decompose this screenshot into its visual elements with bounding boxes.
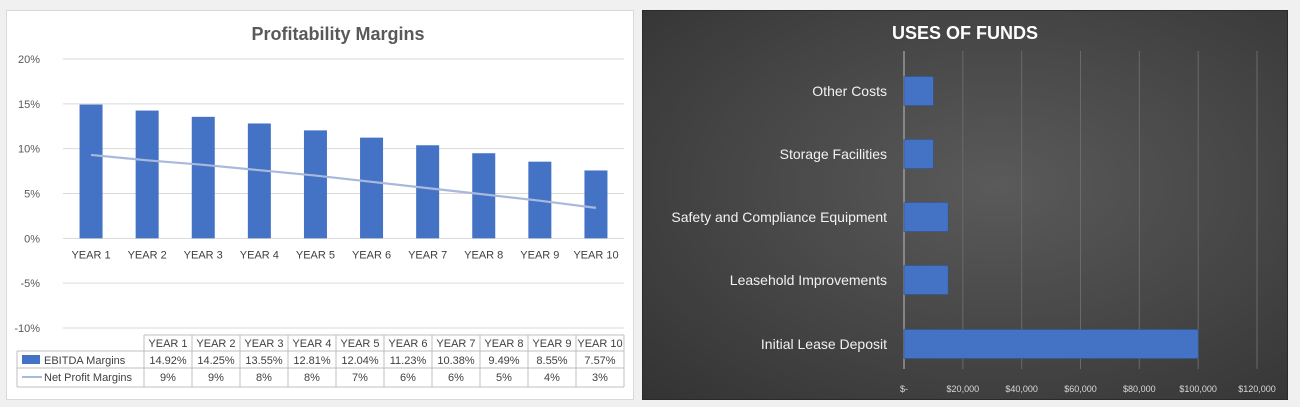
x-tick-label: $- (900, 384, 908, 394)
ebitda-value-cell: 12.04% (341, 355, 379, 367)
ebitda-bar (472, 153, 496, 239)
x-tick-label: YEAR 10 (573, 249, 618, 261)
category-label: Initial Lease Deposit (761, 336, 887, 352)
profitability-margins-chart: Profitability Margins 20% 15% 10% 5% 0% -5% -10… (6, 10, 634, 400)
x-tick-label: YEAR 2 (128, 249, 167, 261)
net-profit-line (90, 153, 597, 209)
category-label: Leasehold Improvements (730, 272, 887, 288)
ebitda-value-cell: 10.38% (437, 355, 475, 367)
ebitda-legend-key (22, 355, 40, 364)
uses-of-funds-bar (903, 265, 949, 295)
table-header-cell: YEAR 8 (484, 338, 523, 350)
net-profit-value-cell: 3% (592, 372, 608, 384)
table-header-cell: YEAR 10 (577, 338, 622, 350)
y-tick-label: 10% (18, 144, 40, 156)
table-header-cell: YEAR 9 (532, 338, 571, 350)
net-profit-value-cell: 5% (496, 372, 512, 384)
x-tick-label: $120,000 (1238, 384, 1276, 394)
uses-of-funds-bar (903, 76, 934, 106)
x-tick-label: YEAR 8 (464, 249, 503, 261)
net-profit-value-cell: 8% (256, 372, 272, 384)
ebitda-series-name: EBITDA Margins (44, 355, 126, 367)
net-profit-value-cell: 8% (304, 372, 320, 384)
ebitda-bar (191, 116, 215, 239)
table-header-cell: YEAR 2 (196, 338, 235, 350)
ebitda-value-cell: 8.55% (536, 355, 567, 367)
y-tick-label: 5% (24, 189, 40, 201)
x-tick-label: YEAR 5 (296, 249, 335, 261)
uses-of-funds-chart-svg: USES OF FUNDS $- $20,000 $40,000 $60,000 $80,… (671, 23, 1276, 394)
table-header-cell: YEAR 7 (436, 338, 475, 350)
ebitda-bar (584, 170, 608, 239)
uses-of-funds-bar (903, 329, 1199, 359)
y-tick-label: 15% (18, 99, 40, 111)
x-tick-label: YEAR 1 (71, 249, 110, 261)
table-header-cell: YEAR 4 (292, 338, 331, 350)
ebitda-value-cell: 11.23% (390, 355, 427, 367)
category-label: Safety and Compliance Equipment (671, 209, 887, 225)
y-tick-label: -10% (14, 323, 40, 335)
net-profit-value-cell: 6% (400, 372, 416, 384)
x-tick-label: YEAR 4 (240, 249, 279, 261)
ebitda-value-cell: 13.55% (245, 355, 283, 367)
category-label: Storage Facilities (780, 146, 887, 162)
x-tick-label: $60,000 (1064, 384, 1097, 394)
table-header-cell: YEAR 3 (244, 338, 283, 350)
profitability-chart-svg: Profitability Margins 20% 15% 10% 5% 0% -5% -10… (14, 24, 625, 388)
y-tick-label: 20% (18, 54, 40, 66)
x-tick-label: YEAR 9 (520, 249, 559, 261)
ebitda-bar (303, 130, 327, 239)
uses-of-funds-bar (903, 139, 934, 169)
ebitda-value-cell: 7.57% (584, 355, 615, 367)
ebitda-value-cell: 12.81% (293, 355, 331, 367)
ebitda-value-cell: 14.25% (197, 355, 235, 367)
ebitda-bar (79, 104, 103, 239)
table-header-cell: YEAR 6 (388, 338, 427, 350)
table-header-cell: YEAR 5 (340, 338, 379, 350)
ebitda-value-cell: 14.92% (149, 355, 187, 367)
uses-of-funds-bar (903, 202, 949, 232)
ebitda-bar (247, 123, 271, 239)
net-profit-value-cell: 9% (208, 372, 224, 384)
x-tick-label: YEAR 6 (352, 249, 391, 261)
chart-title: Profitability Margins (251, 24, 424, 44)
category-label: Other Costs (812, 83, 887, 99)
x-tick-label: YEAR 3 (184, 249, 223, 261)
x-tick-label: YEAR 7 (408, 249, 447, 261)
y-tick-label: 0% (24, 233, 40, 245)
x-tick-label: $100,000 (1179, 384, 1217, 394)
uses-of-funds-chart: USES OF FUNDS $- $20,000 $40,000 $60,000 $80,… (642, 10, 1288, 400)
y-tick-label: -5% (20, 278, 40, 290)
net-profit-value-cell: 4% (544, 372, 560, 384)
ebitda-bar (135, 110, 159, 239)
x-tick-label: $20,000 (947, 384, 980, 394)
ebitda-bar (360, 137, 384, 239)
ebitda-value-cell: 9.49% (488, 355, 519, 367)
x-tick-label: $80,000 (1123, 384, 1156, 394)
chart-title: USES OF FUNDS (892, 23, 1038, 43)
x-tick-label: $40,000 (1005, 384, 1038, 394)
net-profit-value-cell: 9% (160, 372, 176, 384)
table-header-cell: YEAR 1 (148, 338, 187, 350)
net-profit-value-cell: 6% (448, 372, 464, 384)
ebitda-bar (416, 145, 440, 239)
net-profit-series-name: Net Profit Margins (44, 372, 133, 384)
net-profit-value-cell: 7% (352, 372, 368, 384)
